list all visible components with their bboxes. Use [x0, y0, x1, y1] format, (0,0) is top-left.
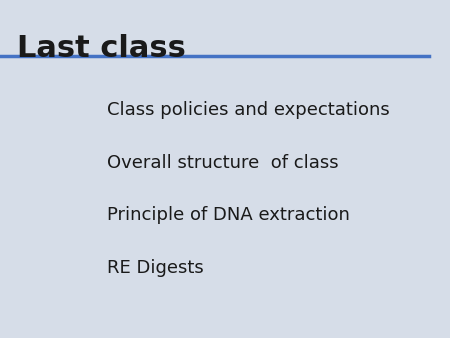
Text: Class policies and expectations: Class policies and expectations [107, 101, 390, 119]
Text: Last class: Last class [17, 34, 186, 63]
Text: Principle of DNA extraction: Principle of DNA extraction [107, 206, 350, 224]
Text: RE Digests: RE Digests [107, 259, 204, 276]
Text: Overall structure  of class: Overall structure of class [107, 154, 339, 172]
